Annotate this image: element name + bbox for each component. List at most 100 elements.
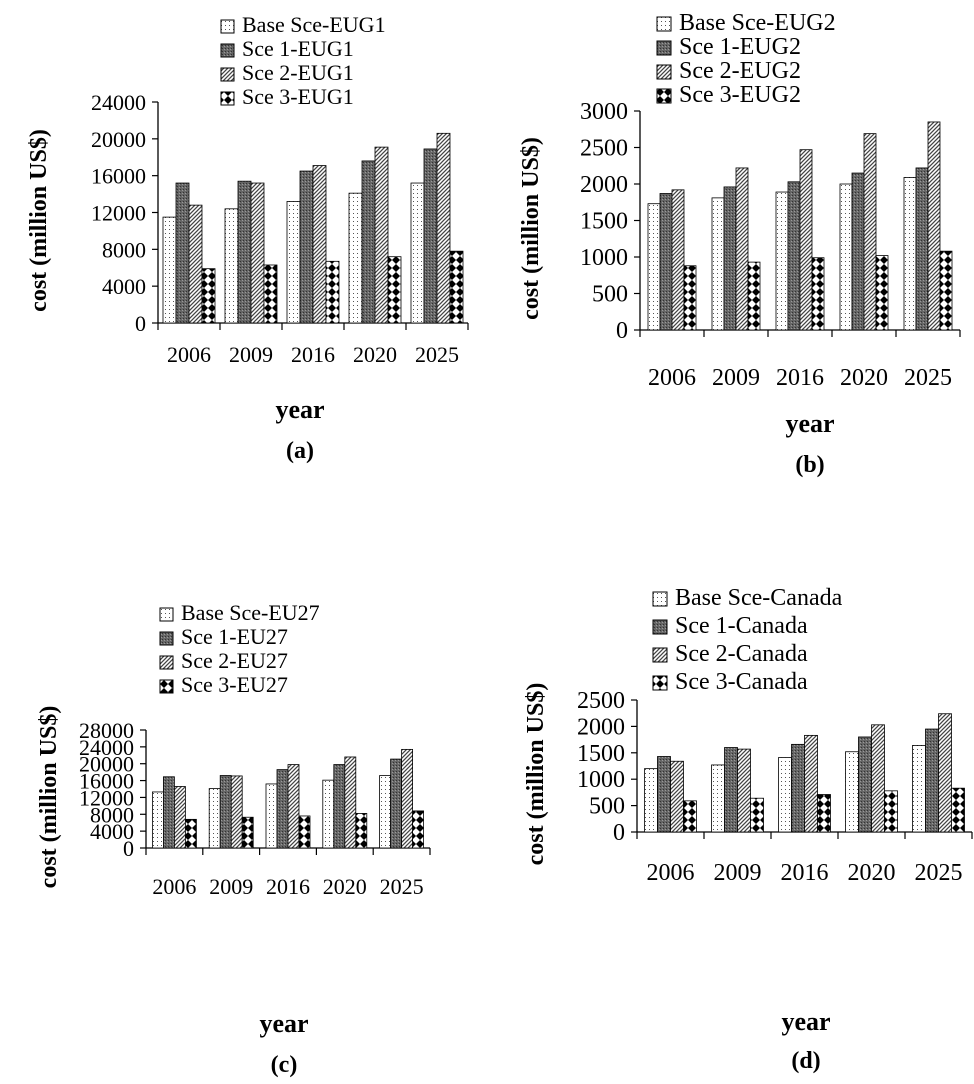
y-tick-label: 0 [123, 836, 134, 861]
x-tick-label: 2009 [209, 874, 253, 899]
bar-sce-1-2016 [276, 769, 289, 849]
y-tick-label: 16000 [91, 164, 146, 189]
legend-label-sce-3: Sce 3-EU27 [181, 672, 288, 697]
x-tick-label: 2016 [781, 860, 829, 886]
x-tick-label: 2006 [648, 365, 696, 391]
bar-sce-2-2006 [173, 786, 186, 849]
panel-label: (d) [791, 1048, 820, 1074]
x-tick-label: 2009 [229, 342, 273, 367]
legend-label-base: Base Sce-Canada [675, 585, 843, 611]
legend-swatch-sce-1 [159, 631, 174, 646]
bar-sce-1-2006 [175, 182, 190, 324]
y-tick-label: 12000 [91, 201, 146, 226]
x-axis-title: year [781, 1007, 830, 1036]
bar-base-2020 [845, 751, 859, 833]
bar-base-2025 [410, 182, 425, 324]
bar-sce-2-2020 [374, 146, 389, 324]
bar-sce-3-2020 [387, 256, 402, 324]
y-tick-label: 3000 [580, 99, 628, 125]
bar-sce-3-2006 [201, 268, 216, 324]
bar-base-2009 [711, 197, 725, 331]
legend-label-sce-1: Sce 1-Canada [675, 613, 808, 639]
bar-sce-1-2025 [390, 758, 403, 849]
bar-sce-2-2006 [670, 760, 684, 833]
bar-sce-1-2009 [723, 186, 737, 331]
bar-sce-3-2016 [811, 257, 825, 331]
y-tick-label: 20000 [79, 752, 134, 777]
bar-sce-2-2016 [804, 734, 818, 833]
legend-label-base: Base Sce-EUG2 [679, 10, 836, 36]
x-tick-label: 2025 [380, 874, 424, 899]
y-axis-title: cost (million US$) [518, 137, 544, 320]
legend-label-sce-3: Sce 3-Canada [675, 669, 808, 695]
legend-label-sce-2: Sce 2-EU27 [181, 648, 288, 673]
bar-sce-2-2025 [927, 121, 941, 331]
legend-swatch-sce-1 [652, 619, 668, 635]
bar-sce-2-2009 [230, 775, 243, 849]
panel-label: (c) [271, 1052, 298, 1078]
bar-sce-2-2016 [287, 764, 300, 849]
y-tick-label: 0 [613, 820, 625, 846]
y-tick-label: 24000 [91, 90, 146, 115]
y-tick-label: 4000 [90, 819, 134, 844]
y-tick-label: 1000 [580, 245, 628, 271]
bar-sce-3-2009 [263, 264, 278, 324]
bar-sce-3-2009 [241, 816, 254, 849]
bar-sce-2-2020 [863, 133, 877, 331]
bar-sce-1-2020 [851, 172, 865, 331]
legend-swatch-sce-2 [159, 655, 174, 670]
legend-swatch-sce-3 [656, 88, 672, 104]
legend-label-sce-2: Sce 2-Canada [675, 641, 808, 667]
bar-base-2020 [348, 192, 363, 324]
bar-sce-1-2006 [162, 776, 175, 849]
x-tick-label: 2016 [291, 342, 335, 367]
y-tick-label: 28000 [79, 718, 134, 743]
bar-base-2016 [775, 191, 789, 331]
y-tick-label: 2500 [580, 136, 628, 162]
y-tick-label: 8000 [102, 237, 146, 262]
bar-base-2016 [265, 783, 278, 849]
legend-swatch-sce-2 [652, 647, 668, 663]
y-tick-label: 2000 [577, 714, 625, 740]
bar-base-2006 [647, 203, 661, 331]
bar-base-2020 [839, 183, 853, 331]
bar-sce-3-2020 [875, 255, 889, 331]
bar-sce-3-2006 [683, 265, 697, 331]
legend-label-sce-3: Sce 3-EUG1 [242, 84, 354, 109]
bar-sce-2-2009 [250, 182, 265, 324]
legend-swatch-sce-1 [656, 40, 672, 56]
bar-sce-1-2016 [787, 181, 801, 331]
legend-swatch-base [159, 607, 174, 622]
bar-sce-1-2020 [333, 764, 346, 849]
bar-sce-1-2020 [858, 736, 872, 833]
bar-sce-3-2006 [683, 800, 697, 833]
legend-label-sce-1: Sce 1-EU27 [181, 624, 288, 649]
bar-base-2006 [162, 216, 177, 324]
x-tick-label: 2020 [848, 860, 896, 886]
x-axis-title: year [259, 1009, 308, 1038]
legend-swatch-base [652, 591, 668, 607]
bar-sce-3-2016 [298, 815, 311, 849]
bar-sce-2-2025 [436, 132, 451, 324]
legend-swatch-sce-1 [220, 43, 235, 58]
legend-swatch-sce-3 [220, 91, 235, 106]
y-axis-title: cost (million US$) [26, 129, 52, 312]
bar-base-2020 [322, 779, 335, 849]
bar-sce-1-2025 [925, 728, 939, 833]
bar-base-2006 [151, 791, 164, 849]
bar-base-2009 [224, 208, 239, 324]
bar-sce-2-2016 [312, 165, 327, 324]
legend-swatch-sce-2 [220, 67, 235, 82]
bar-sce-1-2025 [915, 167, 929, 331]
y-tick-label: 20000 [91, 127, 146, 152]
bar-sce-2-2025 [401, 748, 414, 849]
bar-sce-2-2025 [938, 713, 952, 833]
bar-sce-2-2006 [671, 189, 685, 331]
bar-sce-1-2025 [423, 148, 438, 324]
bar-base-2025 [379, 775, 392, 849]
y-tick-label: 0 [135, 311, 146, 336]
x-tick-label: 2006 [167, 342, 211, 367]
x-tick-label: 2009 [714, 860, 762, 886]
